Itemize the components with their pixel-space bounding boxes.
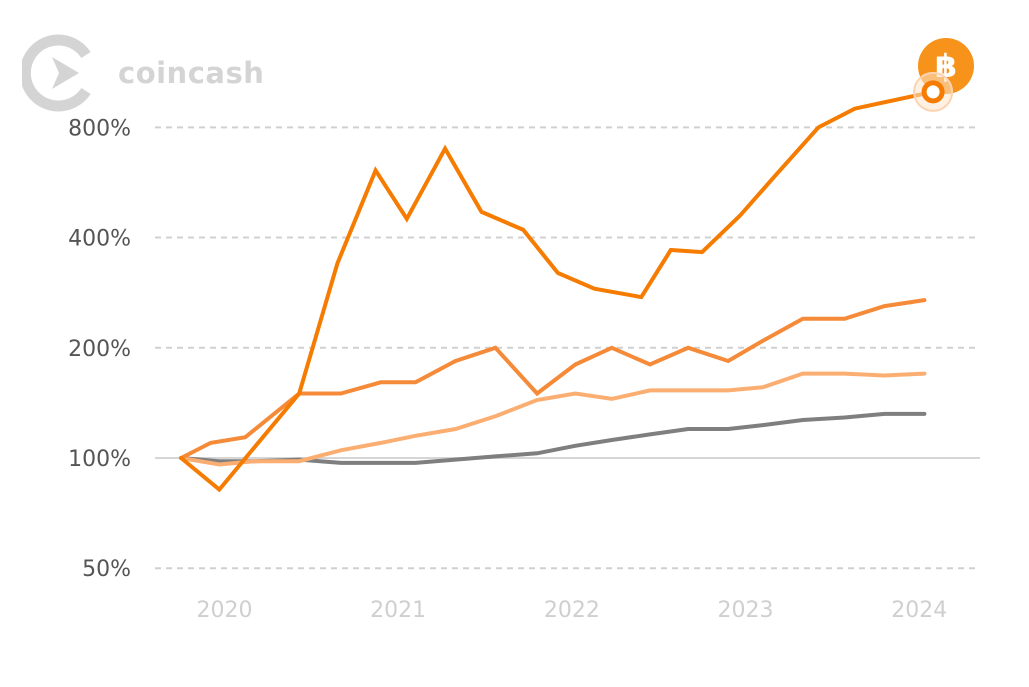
y-axis: 50% 100% 200% 400% 800% xyxy=(68,116,131,582)
y-tick-label: 50% xyxy=(82,557,131,582)
chart-gridlines xyxy=(155,126,980,570)
y-tick-label: 200% xyxy=(68,337,131,362)
series-line xyxy=(179,411,927,465)
x-tick-label: 2023 xyxy=(718,598,774,623)
x-axis: 2020 2021 2022 2023 2024 xyxy=(196,598,947,623)
brand-logo: coincash xyxy=(22,34,264,112)
series-line xyxy=(179,371,927,467)
series-line xyxy=(179,298,927,460)
x-tick-label: 2024 xyxy=(891,598,947,623)
y-tick-label: 800% xyxy=(68,116,131,141)
series-line xyxy=(179,89,936,493)
y-tick-label: 100% xyxy=(68,447,131,472)
chart-series xyxy=(179,71,954,493)
x-tick-label: 2022 xyxy=(544,598,600,623)
x-tick-label: 2021 xyxy=(370,598,426,623)
x-tick-label: 2020 xyxy=(196,598,252,623)
brand-name: coincash xyxy=(118,56,265,90)
coincash-logo-icon xyxy=(22,34,91,112)
end-marker xyxy=(921,80,945,104)
y-tick-label: 400% xyxy=(68,227,131,252)
